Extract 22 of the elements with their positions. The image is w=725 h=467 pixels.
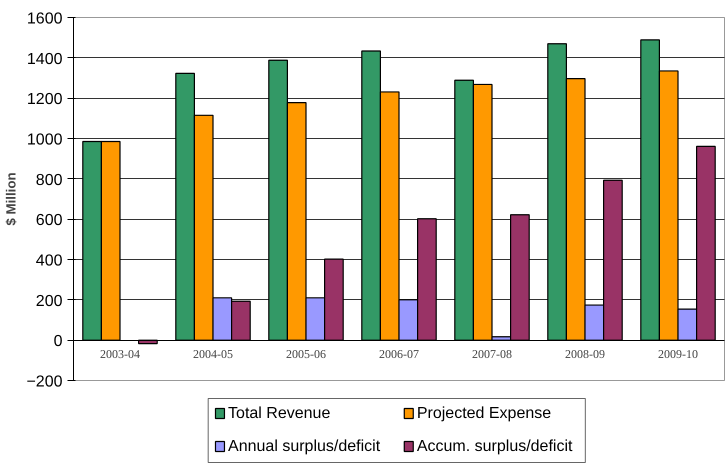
- y-tick-label: −200: [26, 374, 63, 390]
- x-tick-label: 2007-08: [472, 347, 512, 362]
- x-tick-label: 2006-07: [379, 347, 419, 362]
- y-tick-label: 1200: [26, 91, 63, 108]
- x-tick-label: 2004-05: [193, 347, 233, 362]
- legend-label: Annual surplus/deficit: [228, 438, 381, 455]
- legend-label: Total Revenue: [228, 405, 330, 422]
- x-tick-label: 2009-10: [658, 347, 698, 362]
- y-tick-label: 1000: [26, 132, 63, 148]
- y-axis-title: $ Million: [3, 172, 18, 226]
- y-tick-label: 200: [36, 292, 63, 310]
- x-tick-label: 2008-09: [565, 347, 605, 362]
- y-tick-label: 1600: [26, 10, 63, 28]
- y-tick-label: 1400: [26, 50, 63, 68]
- legend-label: Projected Expense: [416, 405, 552, 422]
- x-tick-label: 2005-06: [286, 347, 326, 362]
- legend-label: Accum. surplus/deficit: [416, 438, 574, 455]
- y-tick-label: 0: [54, 333, 63, 350]
- y-tick-label: 800: [36, 172, 63, 189]
- y-tick-label: 600: [36, 212, 63, 230]
- y-tick-label: 400: [36, 252, 63, 270]
- x-tick-label: 2003-04: [100, 347, 140, 362]
